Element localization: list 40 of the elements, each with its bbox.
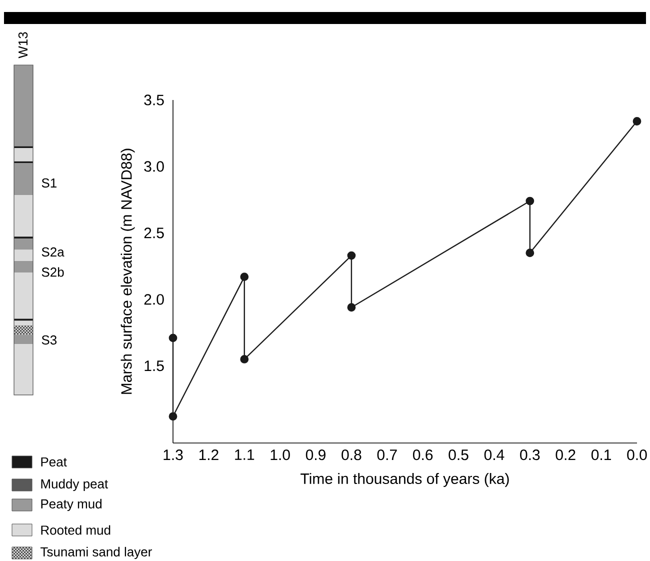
point [240,272,249,282]
text: Rooted mud [41,525,110,535]
point [240,355,249,364]
y-tick-label: 2.5 [144,228,164,238]
x-tick-label: 0.7 [377,450,397,460]
text: S2b [42,267,64,277]
x-tick-label: 1.3 [164,450,183,460]
point [526,248,534,258]
point [632,117,642,126]
text: S2a [42,247,64,257]
x-tick-label: 0.9 [306,450,326,460]
x-tick-label: 1.0 [270,450,290,460]
text: S3 [42,335,57,345]
point [168,334,178,342]
x-tick-label: 0.5 [448,450,468,460]
y-tick-label: 3.5 [144,94,164,106]
point [168,412,178,421]
point [347,251,356,260]
x-axis-title: Time in thousands of years (ka) [300,473,509,487]
text: W13 [18,32,28,58]
x-tick-label: 0.2 [556,450,576,460]
text: S1 [42,178,56,188]
x-tick-label: 1.1 [235,450,254,460]
text: Muddy peat [41,478,108,492]
x-tick-label: 0.1 [591,450,611,460]
x-tick-label: 0.3 [520,450,540,460]
x-tick-label: 0.6 [412,450,433,460]
text: Peat [41,457,67,467]
text: Peaty mud [41,498,102,512]
point [347,303,356,312]
y-tick-label: 2.0 [144,294,164,305]
point [526,196,534,206]
x-tick-label: 0.4 [484,450,504,460]
x-tick-label: 1.2 [199,450,218,460]
x-tick-label: 0.8 [342,450,362,460]
x-tick-label: 0.0 [627,450,647,460]
y-tick-label: 1.5 [144,360,164,372]
y-tick-label: 3.0 [144,161,164,172]
y-axis-title: Marsh surface elevation (m NAVD88) [120,148,135,394]
text: Tsunami sand layer [40,546,152,560]
